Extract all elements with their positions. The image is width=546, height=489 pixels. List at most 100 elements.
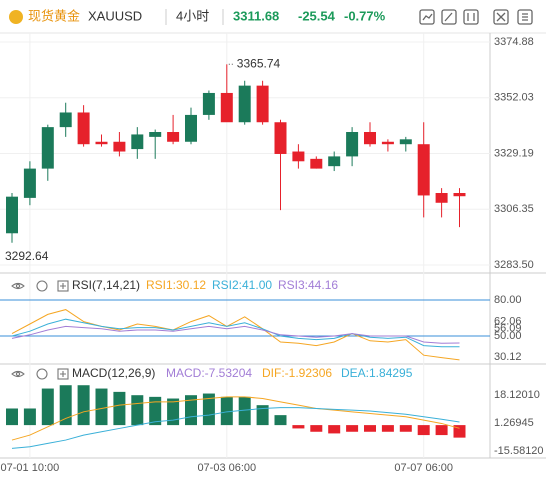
macd-line xyxy=(11,407,460,449)
candle-body xyxy=(310,158,323,169)
y-tick-label: 50.00 xyxy=(494,330,522,342)
macd-bar xyxy=(149,396,162,426)
y-tick-label: 62.06 xyxy=(494,315,522,327)
candle-body xyxy=(59,112,72,128)
high-label: 3365.74 xyxy=(237,56,281,70)
candle-body xyxy=(292,151,305,162)
expand-icon xyxy=(60,283,66,289)
candle-body xyxy=(202,92,215,115)
y-tick-label: 3352.03 xyxy=(494,92,534,104)
gear-icon[interactable] xyxy=(36,280,48,292)
y-tick-label: 1.26945 xyxy=(494,417,534,429)
macd-bar xyxy=(399,425,412,432)
macd-bar xyxy=(364,425,376,432)
macd-title: MACD(12,26,9) xyxy=(72,366,155,380)
candle-body xyxy=(6,196,18,234)
toolbar-button[interactable] xyxy=(419,9,435,25)
candle-body xyxy=(364,132,376,145)
legend-entry: DEA:1.84295 xyxy=(341,366,413,380)
macd-bar xyxy=(95,388,108,426)
candle-body xyxy=(149,132,162,137)
macd-bar xyxy=(346,425,359,432)
x-tick-label: 07-07 06:00 xyxy=(394,462,453,474)
macd-bar xyxy=(453,425,466,438)
macd-bar xyxy=(167,398,180,426)
candle-body xyxy=(238,85,251,123)
toolbar-icon xyxy=(522,13,528,21)
candle-body xyxy=(435,193,448,203)
candle-body xyxy=(417,144,430,196)
y-tick-label: -15.58120 xyxy=(494,445,544,457)
legend-entry: RSI1:30.12 xyxy=(146,278,206,292)
macd-bar xyxy=(238,396,251,426)
price: 3311.68 xyxy=(233,8,279,23)
macd-bar xyxy=(435,425,448,436)
x-tick-label: 07-03 06:00 xyxy=(197,462,256,474)
macd-bar xyxy=(256,405,269,426)
candle-body xyxy=(328,156,341,167)
macd-bar xyxy=(274,415,287,426)
rsi-line xyxy=(11,318,460,348)
candle-body xyxy=(23,168,36,198)
eye-icon[interactable] xyxy=(11,282,25,290)
candle-body xyxy=(381,141,394,145)
y-tick-label: 18.12010 xyxy=(494,389,540,401)
macd-bar xyxy=(59,385,72,426)
macd-bar xyxy=(6,408,18,426)
macd-line xyxy=(11,396,460,441)
low-label: 3292.64 xyxy=(5,249,49,263)
macd-bar xyxy=(417,425,430,436)
rsi-title: RSI(7,14,21) xyxy=(72,278,140,292)
toolbar-button[interactable] xyxy=(517,9,533,25)
interval[interactable]: 4小时 xyxy=(176,8,209,23)
expand-icon[interactable] xyxy=(57,368,69,380)
legend-entry: DIF:-1.92306 xyxy=(262,366,332,380)
macd-bar xyxy=(292,425,305,429)
rsi-line xyxy=(11,325,460,344)
instrument-name: 现货黄金 xyxy=(28,8,80,23)
macd-bar xyxy=(220,396,233,426)
candle-body xyxy=(77,112,90,145)
candle-body xyxy=(220,92,233,123)
y-tick-label: 3329.19 xyxy=(494,147,534,159)
toolbar-button[interactable] xyxy=(441,9,457,25)
legend-entry: RSI2:41.00 xyxy=(212,278,272,292)
y-tick-label: 3283.50 xyxy=(494,259,534,271)
change: -25.54 xyxy=(298,8,336,23)
legend-entry: MACD:-7.53204 xyxy=(166,366,252,380)
macd-bar xyxy=(23,408,36,426)
macd-bar xyxy=(77,385,90,426)
gear-icon[interactable] xyxy=(36,368,48,380)
expand-icon[interactable] xyxy=(57,280,69,292)
macd-bar xyxy=(310,425,323,432)
y-tick-label: 56.09 xyxy=(494,323,522,335)
candle-body xyxy=(185,114,197,142)
y-tick-label: 3374.88 xyxy=(494,36,534,48)
toolbar-button[interactable] xyxy=(463,9,479,25)
candle-body xyxy=(256,85,269,123)
candle-body xyxy=(95,141,108,145)
toolbar-icon xyxy=(422,13,433,21)
candle-body xyxy=(453,193,466,197)
rsi-line xyxy=(11,309,460,361)
y-tick-label: 30.12 xyxy=(494,351,522,363)
y-tick-label: 80.00 xyxy=(494,294,522,306)
change-pct: -0.77% xyxy=(344,8,386,23)
expand-icon xyxy=(60,371,66,377)
candle-body xyxy=(41,127,54,169)
gold-icon xyxy=(9,10,23,24)
y-tick-label: 3306.35 xyxy=(494,203,534,215)
toolbar-icon xyxy=(444,12,453,22)
toolbar-icon xyxy=(467,13,475,21)
macd-bar xyxy=(113,391,126,426)
toolbar-icon xyxy=(496,12,506,22)
macd-bar xyxy=(41,388,54,426)
candle-body xyxy=(399,139,412,145)
symbol: XAUUSD xyxy=(88,8,142,23)
eye-icon[interactable] xyxy=(11,370,25,378)
toolbar-button[interactable] xyxy=(493,9,509,25)
eye-icon xyxy=(15,371,21,377)
x-tick-label: 07-01 10:00 xyxy=(1,462,60,474)
